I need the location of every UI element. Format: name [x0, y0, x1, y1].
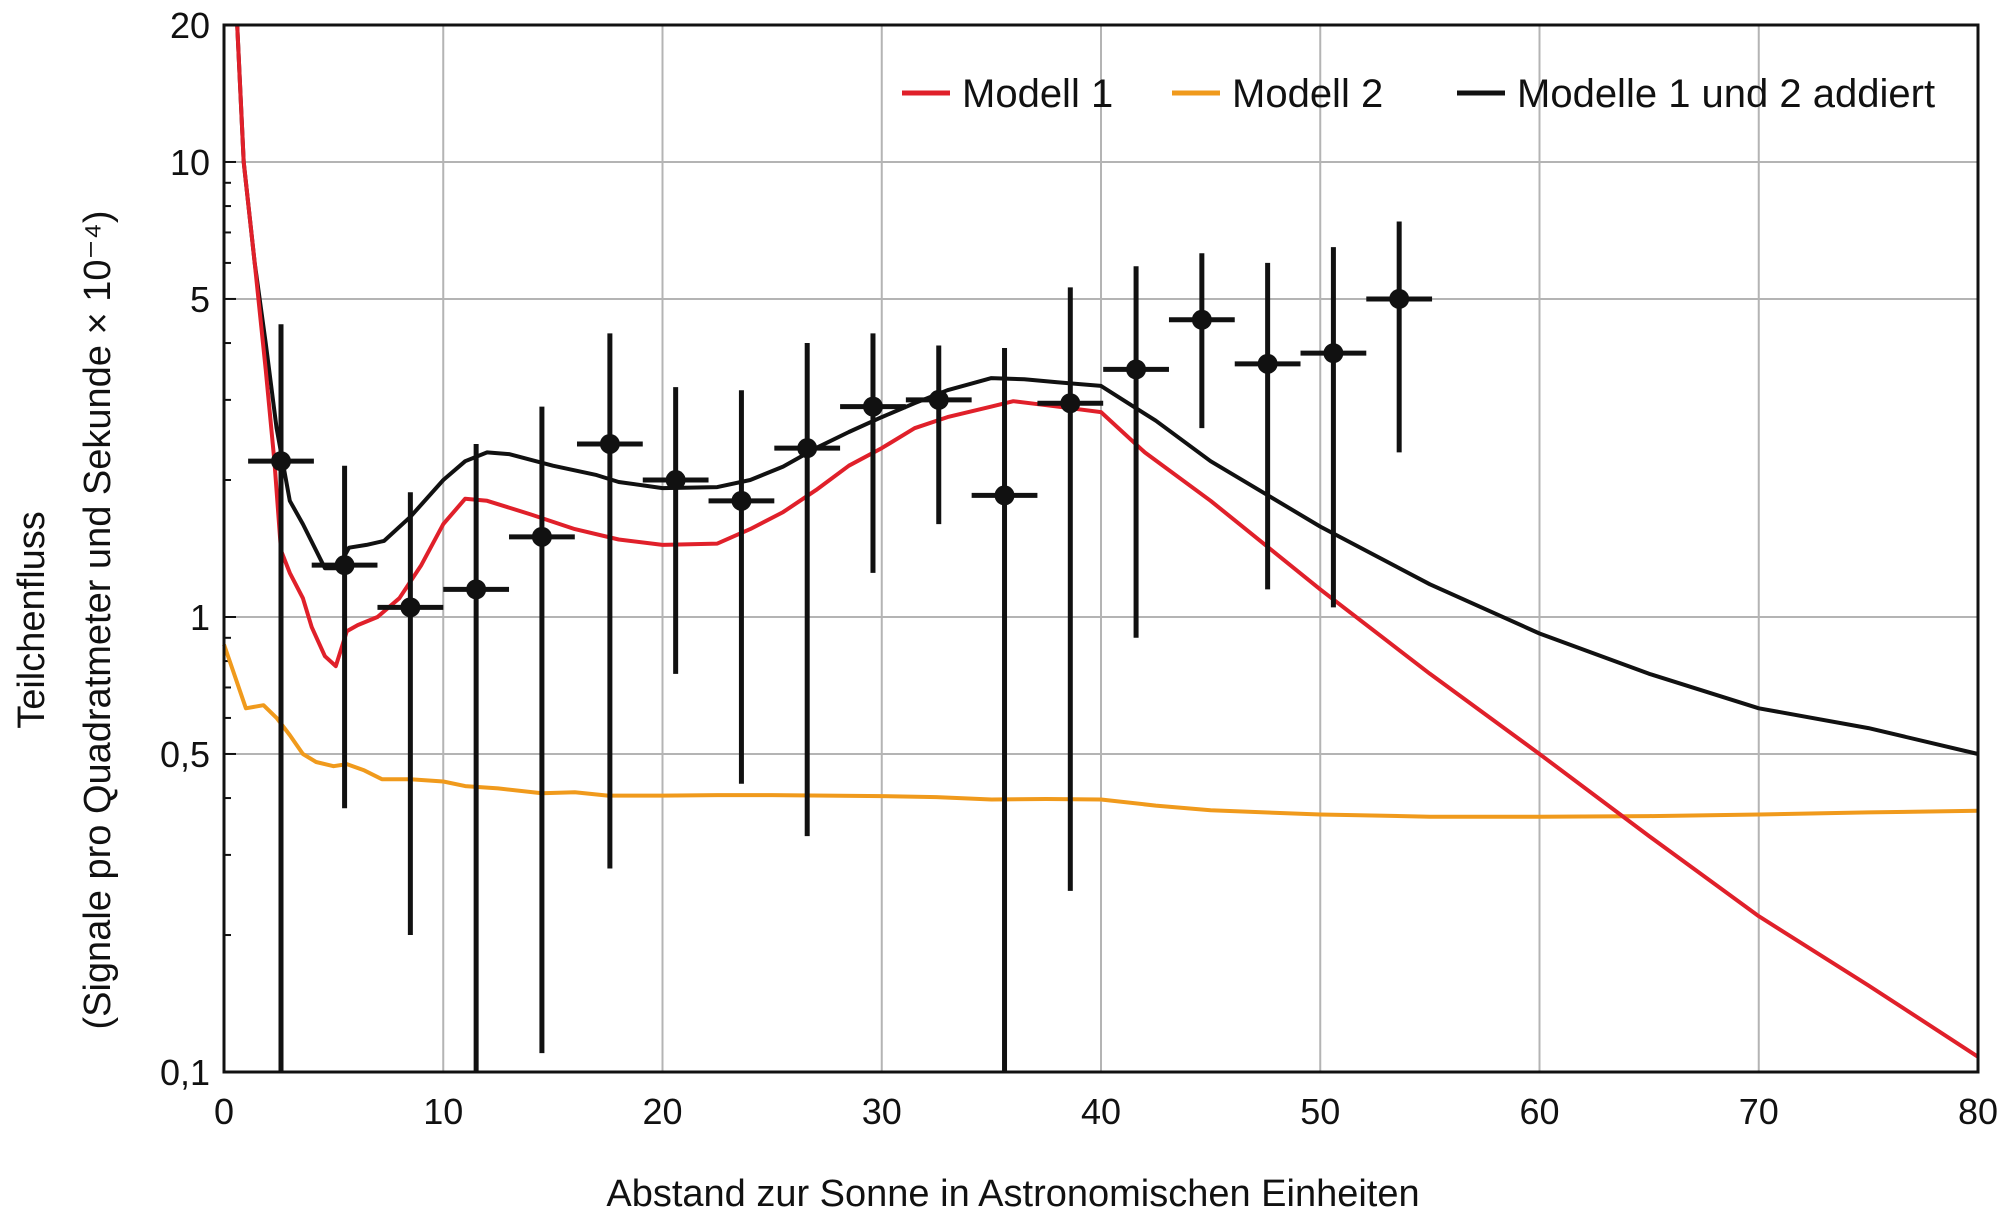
- y-axis-title-line2: (Signale pro Quadratmeter und Sekunde × …: [77, 210, 119, 1029]
- data-point: [774, 343, 841, 837]
- legend-label-modell-2: Modell 2: [1232, 72, 1383, 116]
- legend-item-modelle-1-und-2: Modelle 1 und 2 addiert: [1457, 72, 1935, 116]
- data-point: [905, 345, 972, 525]
- y-tick-label: 20: [170, 5, 210, 46]
- data-point: [840, 333, 906, 573]
- data-point: [443, 443, 510, 1072]
- y-tick-label: 0,5: [160, 734, 210, 775]
- data-marker: [271, 451, 292, 472]
- data-point: [509, 406, 575, 1054]
- x-tick-label: 20: [642, 1091, 682, 1132]
- x-tick-label: 80: [1958, 1091, 1998, 1132]
- data-marker: [1389, 288, 1410, 309]
- data-point: [971, 348, 1038, 1072]
- x-tick-label: 30: [862, 1091, 902, 1132]
- measurement-points: [248, 221, 1433, 1072]
- legend-item-modell-1: Modell 1: [902, 72, 1113, 116]
- y-tick-label: 1: [190, 597, 210, 638]
- data-marker: [1191, 309, 1212, 330]
- data-point: [642, 387, 709, 674]
- data-point: [1366, 221, 1433, 453]
- data-marker: [862, 396, 883, 417]
- data-point: [708, 390, 775, 784]
- data-marker: [665, 470, 686, 491]
- legend-label-modelle-1-und-2: Modelle 1 und 2 addiert: [1517, 72, 1935, 116]
- x-tick-label: 40: [1081, 1091, 1121, 1132]
- data-marker: [1060, 393, 1081, 414]
- data-marker: [1257, 353, 1278, 374]
- data-marker: [1126, 359, 1147, 380]
- data-point: [1037, 287, 1104, 891]
- data-marker: [731, 490, 752, 511]
- y-axis-title-line1: Teilchenfluss: [11, 511, 53, 729]
- data-point: [1300, 247, 1367, 608]
- data-point: [1103, 266, 1169, 638]
- x-tick-label: 10: [423, 1091, 463, 1132]
- data-marker: [994, 485, 1015, 506]
- data-marker: [599, 433, 620, 454]
- data-point: [311, 465, 378, 809]
- series-line-modelle-1-und-2: [235, 24, 1979, 756]
- data-point: [248, 324, 314, 1072]
- x-tick-label: 50: [1300, 1091, 1340, 1132]
- data-marker: [531, 526, 552, 547]
- data-marker: [1323, 343, 1344, 364]
- x-tick-labels: 0 10 20 30 40 50 60 70 80: [214, 1091, 1998, 1132]
- data-point: [1234, 262, 1301, 590]
- y-tick-label: 5: [190, 279, 210, 320]
- data-marker: [466, 579, 487, 600]
- data-marker: [334, 555, 355, 576]
- plot-frame: [222, 23, 1980, 1074]
- data-point: [1168, 253, 1235, 429]
- x-axis-title: Abstand zur Sonne in Astronomischen Einh…: [606, 1173, 1419, 1215]
- y-tick-label: 10: [170, 142, 210, 183]
- y-axis-title: Teilchenfluss (Signale pro Quadratmeter …: [11, 210, 119, 1029]
- y-tick-labels: 0,1 0,5 1 5 10 20: [160, 5, 210, 1093]
- x-tick-label: 0: [214, 1091, 234, 1132]
- x-tick-label: 60: [1519, 1091, 1559, 1132]
- data-point: [576, 333, 643, 869]
- legend-item-modell-2: Modell 2: [1172, 72, 1383, 116]
- y-tick-label: 0,1: [160, 1052, 210, 1093]
- legend: Modell 1 Modell 2 Modelle 1 und 2 addier…: [902, 72, 1935, 116]
- grid: [224, 25, 1978, 1072]
- data-point: [377, 492, 444, 936]
- data-marker: [928, 389, 949, 410]
- data-marker: [400, 597, 421, 618]
- x-tick-label: 70: [1739, 1091, 1779, 1132]
- legend-label-modell-1: Modell 1: [962, 72, 1113, 116]
- series-line-modell-1: [235, 24, 1980, 1059]
- data-marker: [797, 438, 818, 459]
